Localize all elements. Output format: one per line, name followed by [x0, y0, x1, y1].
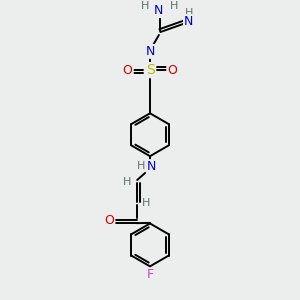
- Text: N: N: [154, 4, 164, 17]
- Text: H: H: [170, 1, 178, 11]
- Text: H: H: [185, 8, 194, 18]
- Text: O: O: [123, 64, 133, 76]
- Text: H: H: [123, 177, 131, 188]
- Text: N: N: [145, 45, 155, 58]
- Text: O: O: [104, 214, 114, 227]
- Text: F: F: [146, 268, 154, 281]
- Text: O: O: [167, 64, 177, 76]
- Text: N: N: [147, 160, 156, 173]
- Text: H: H: [142, 198, 150, 208]
- Text: H: H: [140, 1, 149, 11]
- Text: H: H: [137, 161, 145, 171]
- Text: N: N: [184, 15, 194, 28]
- Text: S: S: [146, 63, 154, 77]
